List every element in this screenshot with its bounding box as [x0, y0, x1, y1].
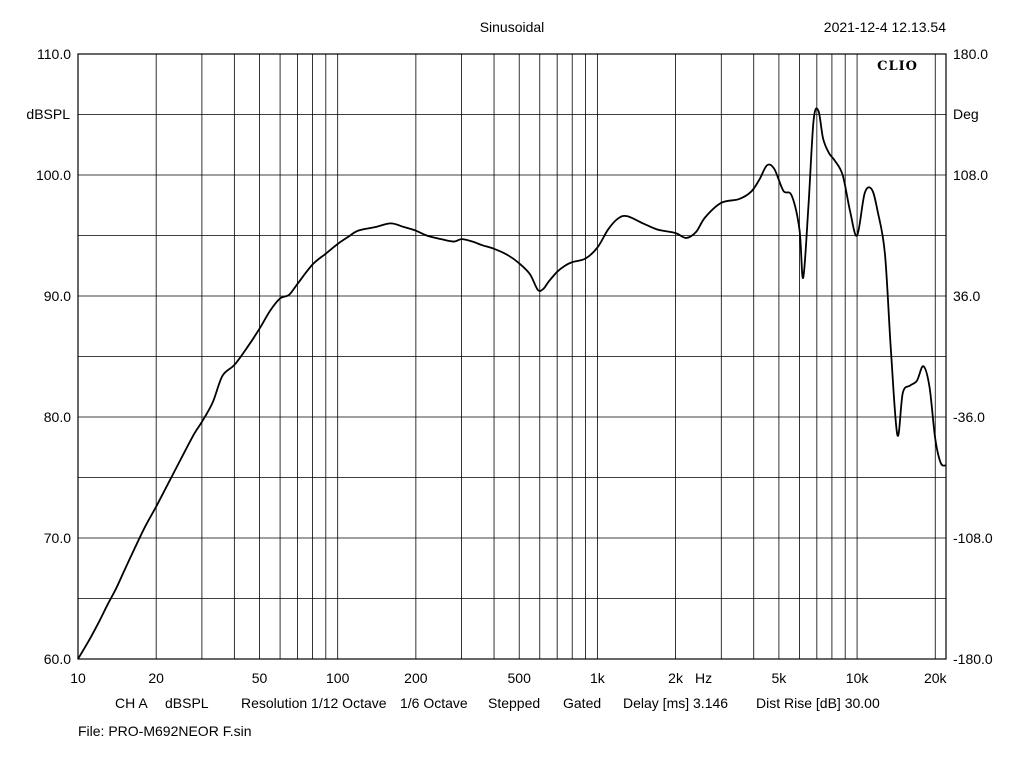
mode-label: Stepped: [488, 695, 541, 711]
x-tick-label: 20: [148, 670, 164, 686]
y-tick-label: 80.0: [44, 409, 71, 425]
gating-label: Gated: [563, 695, 602, 711]
resolution-label: Resolution 1/12 Octave: [241, 695, 387, 711]
x-tick-label: 200: [404, 670, 428, 686]
smoothing-label: 1/6 Octave: [400, 695, 468, 711]
y-tick-label: 100.0: [36, 167, 71, 183]
chart-title: Sinusoidal: [480, 19, 545, 35]
x-tick-label: 100: [326, 670, 350, 686]
channel-label: CH A: [115, 695, 148, 711]
x-tick-label: 20k: [924, 670, 948, 686]
unit-label: dBSPL: [165, 695, 209, 711]
x-tick-label: 1k: [590, 670, 606, 686]
y2-tick-label: 108.0: [953, 167, 988, 183]
y-tick-label: 110.0: [37, 46, 71, 62]
x-tick-label: 5k: [772, 670, 788, 686]
x-tick-label: 10: [70, 670, 86, 686]
measurement-info-bar: CH A dBSPL Resolution 1/12 Octave 1/6 Oc…: [0, 695, 1024, 715]
brand-label: CLIO: [877, 59, 918, 74]
y2-tick-label: 180.0: [953, 46, 988, 62]
x-tick-label: 2k: [668, 670, 684, 686]
y-axis-label: dBSPL: [26, 106, 70, 122]
spl-curve: [77, 107, 947, 660]
y-tick-label: 70.0: [44, 530, 71, 546]
x-unit-label: Hz: [695, 670, 712, 686]
y2-axis-label: Deg: [953, 106, 979, 122]
frequency-response-chart: Sinusoidal 2021-12-4 12.13.54 10 20 50 100 2…: [26, 19, 993, 686]
y-tick-label: 60.0: [44, 651, 71, 667]
x-tick-label: 10k: [846, 670, 870, 686]
y2-tick-label: -180.0: [953, 651, 993, 667]
x-tick-label: 500: [508, 670, 532, 686]
grid: [77, 54, 946, 659]
y2-tick-label: 36.0: [953, 288, 980, 304]
axis-ticks: 10 20 50 100 200 500 1k 2k 5k 10k 20k 110.0 100.0 90.…: [36, 46, 993, 686]
file-name: File: PRO-M692NEOR F.sin: [78, 723, 252, 739]
y2-tick-label: -36.0: [953, 409, 985, 425]
dist-rise-label: Dist Rise [dB] 30.00: [756, 695, 880, 711]
timestamp: 2021-12-4 12.13.54: [824, 19, 946, 35]
y2-tick-label: -108.0: [953, 530, 993, 546]
plot-frame: [77, 53, 947, 660]
series-group: [77, 107, 947, 660]
delay-label: Delay [ms] 3.146: [623, 695, 729, 711]
y-tick-label: 90.0: [44, 288, 71, 304]
x-tick-label: 50: [252, 670, 268, 686]
